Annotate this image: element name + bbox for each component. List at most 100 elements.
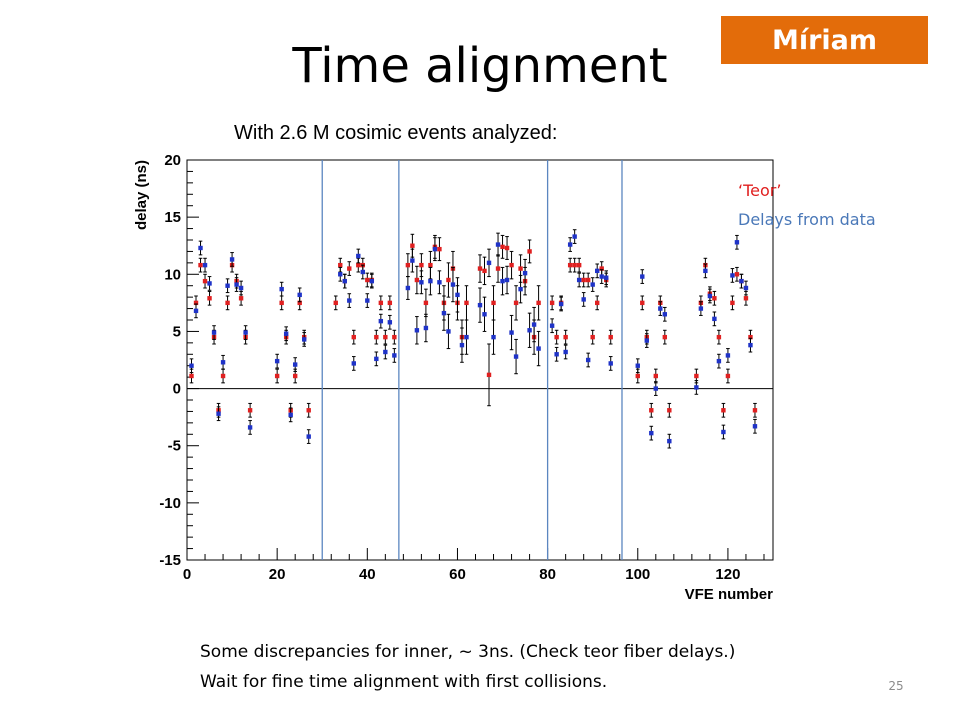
teor-point [500, 244, 505, 250]
teor-point [748, 334, 753, 340]
teor-point [482, 268, 487, 274]
teor-point [563, 334, 568, 340]
data-point [748, 342, 753, 348]
x-axis-title: VFE number [685, 586, 774, 603]
teor-point [202, 278, 208, 284]
data-point [527, 328, 532, 333]
legend-data-label: Delays from data [738, 210, 876, 229]
data-point [536, 346, 541, 351]
y-tick-label: -15 [159, 552, 181, 569]
data-point [347, 298, 352, 303]
data-point [522, 270, 528, 276]
data-point [662, 312, 668, 317]
data-point [725, 353, 731, 358]
data-point [432, 246, 438, 252]
teor-point [725, 373, 731, 379]
teor-point [347, 266, 352, 271]
data-point [207, 281, 212, 286]
teor-point [189, 373, 194, 379]
data-point [576, 277, 582, 283]
data-point [495, 242, 501, 247]
teor-point [730, 300, 735, 306]
data-point [342, 278, 347, 284]
teor-point [734, 272, 740, 277]
teor-point [338, 262, 343, 268]
y-tick-label: -5 [168, 438, 181, 455]
teor-point [554, 334, 559, 340]
teor-point [509, 262, 514, 268]
data-point [464, 334, 469, 340]
data-point [595, 268, 600, 274]
data-point [238, 285, 244, 291]
teor-point [405, 262, 411, 268]
data-point [423, 325, 429, 331]
data-point [392, 353, 397, 358]
teor-point [220, 373, 226, 379]
data-point [234, 282, 239, 287]
teor-point [549, 300, 555, 306]
data-point [653, 386, 658, 391]
teor-point [428, 262, 433, 268]
data-point [531, 322, 537, 327]
teor-point [351, 334, 356, 340]
x-tick-label: 0 [183, 566, 191, 583]
teor-point [306, 408, 311, 413]
teor-point [590, 334, 595, 340]
teor-point [635, 373, 640, 379]
teor-point [383, 334, 388, 340]
data-point [739, 278, 744, 284]
data-point [229, 257, 235, 262]
teor-point [292, 373, 298, 379]
data-point [712, 316, 717, 322]
teor-point [193, 300, 199, 306]
data-point [752, 424, 758, 429]
data-point [716, 358, 722, 364]
note-line-1: Some discrepancies for inner, ~ 3ns. (Ch… [200, 642, 736, 662]
data-point [247, 425, 253, 430]
data-point [288, 412, 293, 418]
teor-point [694, 373, 699, 379]
data-point [581, 297, 586, 302]
data-point [608, 361, 613, 366]
teor-point [504, 245, 510, 251]
x-tick-label: 100 [625, 566, 650, 583]
data-point [585, 357, 591, 363]
teor-point [297, 300, 302, 306]
data-point [455, 292, 460, 298]
data-point [486, 260, 492, 266]
data-point [482, 312, 487, 317]
data-point [356, 253, 361, 259]
teor-point [419, 262, 424, 268]
data-point [572, 234, 577, 239]
note-line-2: Wait for fine time alignment with first … [200, 672, 608, 692]
data-point [707, 293, 713, 299]
page-number: 25 [888, 679, 904, 693]
legend-teor-label: ‘Teor’ [738, 181, 782, 200]
teor-point [743, 296, 749, 301]
teor-point [225, 300, 230, 306]
teor-point [446, 277, 451, 283]
data-point [698, 306, 704, 311]
teor-point [477, 266, 483, 271]
teor-point [207, 296, 212, 301]
data-point [306, 434, 311, 439]
x-tick-label: 40 [359, 566, 376, 583]
teor-point [667, 408, 672, 413]
teor-point [365, 277, 370, 283]
data-point [721, 429, 726, 435]
data-point [189, 363, 194, 368]
data-point [374, 356, 379, 362]
data-point [667, 438, 672, 444]
teor-point [567, 262, 573, 268]
data-point [220, 360, 226, 365]
teor-point [585, 277, 591, 283]
data-point [640, 274, 645, 279]
teor-point [649, 408, 654, 413]
teor-point [279, 300, 284, 306]
data-point [604, 275, 609, 280]
chart-subtitle: With 2.6 M cosimic events analyzed: [234, 122, 558, 144]
teor-point [653, 373, 658, 379]
teor-point [387, 300, 393, 306]
teor-point [527, 249, 532, 254]
data-point [491, 334, 496, 340]
